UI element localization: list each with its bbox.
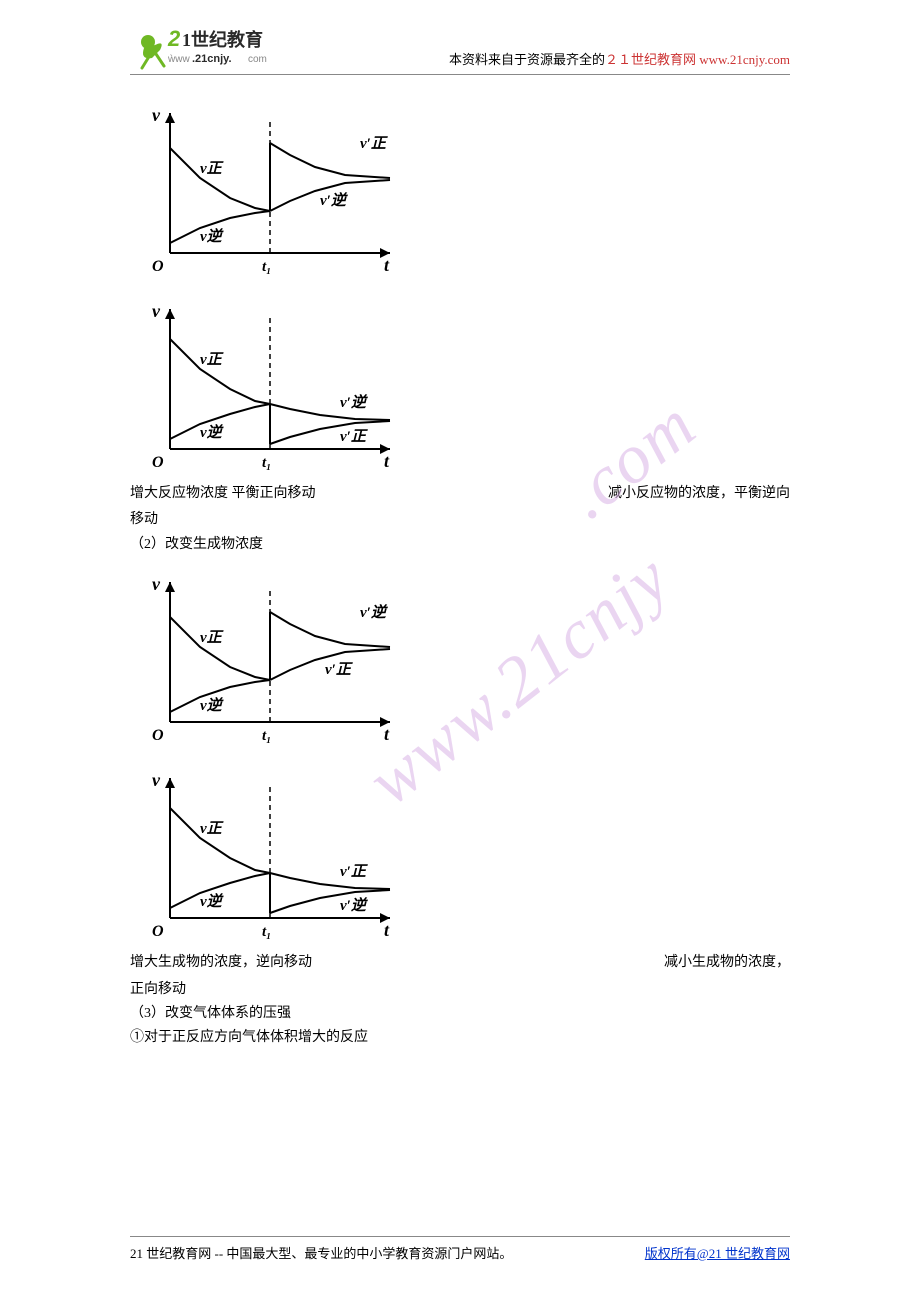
logo: 2 1世纪教育 ẁww .21cnjy. com [130,20,280,70]
svg-text:v正: v正 [200,352,225,368]
svg-text:com: com [248,54,267,65]
svg-text:t: t [384,724,390,744]
page-header: 2 1世纪教育 ẁww .21cnjy. com 本资料来自于资源最齐全的２１世… [130,20,790,75]
svg-text:1世纪教育: 1世纪教育 [182,29,263,50]
svg-text:v: v [152,574,161,594]
svg-text:v′逆: v′逆 [340,896,369,914]
caption-1-cont: 移动 [130,509,790,531]
header-url: www.21cnjy.com [699,52,790,67]
footer-left: 21 世纪教育网 -- 中国最大型、最专业的中小学教育资源门户网站。 [130,1243,512,1262]
svg-text:O: O [152,454,164,471]
svg-text:v′逆: v′逆 [340,393,369,411]
heading-3-sub: ①对于正反应方向气体体积增大的反应 [130,1027,790,1049]
document-page: 2 1世纪教育 ẁww .21cnjy. com 本资料来自于资源最齐全的２１世… [0,0,920,1302]
heading-3: （3）改变气体体系的压强 [130,1003,790,1025]
svg-text:2: 2 [167,26,181,51]
svg-text:O: O [152,727,164,744]
header-brand: ２１世纪教育网 [605,52,696,67]
svg-text:v正: v正 [200,821,225,837]
caption-2-cont: 正向移动 [130,979,790,1001]
svg-text:v′正: v′正 [325,662,354,678]
chart-2: v t Ot₁ v正 v逆 v′逆 v′正 [130,289,790,479]
chart-1: v t Ot₁ v正 v逆 v′正 v′逆 [130,93,790,283]
caption-row-2: 增大生成物的浓度，逆向移动 减小生成物的浓度， [130,950,790,976]
svg-text:.21cnjy.: .21cnjy. [192,53,232,65]
svg-text:O: O [152,923,164,940]
caption-1-right: 减小反应物的浓度，平衡逆向 [608,483,790,505]
svg-text:t: t [384,255,390,275]
chart-4: v t Ot₁ v正 v逆 v′正 v′逆 [130,758,790,948]
svg-text:v正: v正 [200,161,225,177]
footer-right[interactable]: 版权所有@21 世纪教育网 [645,1243,790,1262]
chart-3: v t Ot₁ v正 v逆 v′逆 v′正 [130,562,790,752]
svg-text:t₁: t₁ [262,455,271,471]
svg-text:v: v [152,770,161,790]
chart-4-svg: v t Ot₁ v正 v逆 v′正 v′逆 [130,758,410,948]
svg-text:v逆: v逆 [200,423,225,441]
svg-text:v′正: v′正 [360,136,389,152]
svg-text:t₁: t₁ [262,924,271,940]
svg-text:v: v [152,105,161,125]
heading-2: （2）改变生成物浓度 [130,534,790,556]
chart-1-svg: v t Ot₁ v正 v逆 v′正 v′逆 [130,93,410,283]
svg-text:v′逆: v′逆 [360,603,389,621]
svg-text:v逆: v逆 [200,696,225,714]
caption-2-left: 增大生成物的浓度，逆向移动 [130,952,312,974]
svg-text:v: v [152,301,161,321]
header-source-text: 本资料来自于资源最齐全的２１世纪教育网 www.21cnjy.com [280,49,790,70]
caption-row-1: 增大反应物浓度 平衡正向移动 减小反应物的浓度，平衡逆向 [130,481,790,507]
svg-text:O: O [152,258,164,275]
svg-text:v正: v正 [200,630,225,646]
svg-text:v′正: v′正 [340,864,369,880]
logo-icon: 2 1世纪教育 ẁww .21cnjy. com [130,20,280,70]
svg-text:t: t [384,920,390,940]
svg-text:v逆: v逆 [200,892,225,910]
svg-text:t: t [384,451,390,471]
svg-text:v′逆: v′逆 [320,191,349,209]
page-footer: 21 世纪教育网 -- 中国最大型、最专业的中小学教育资源门户网站。 版权所有@… [130,1236,790,1262]
svg-text:v逆: v逆 [200,227,225,245]
chart-3-svg: v t Ot₁ v正 v逆 v′逆 v′正 [130,562,410,752]
header-prefix: 本资料来自于资源最齐全的 [449,52,605,67]
chart-2-svg: v t Ot₁ v正 v逆 v′逆 v′正 [130,289,410,479]
svg-text:ẁww: ẁww [167,54,190,65]
svg-text:t₁: t₁ [262,728,271,744]
svg-text:v′正: v′正 [340,429,369,445]
caption-2-right: 减小生成物的浓度， [664,952,790,974]
caption-1-left: 增大反应物浓度 平衡正向移动 [130,483,316,505]
svg-text:t₁: t₁ [262,259,271,275]
